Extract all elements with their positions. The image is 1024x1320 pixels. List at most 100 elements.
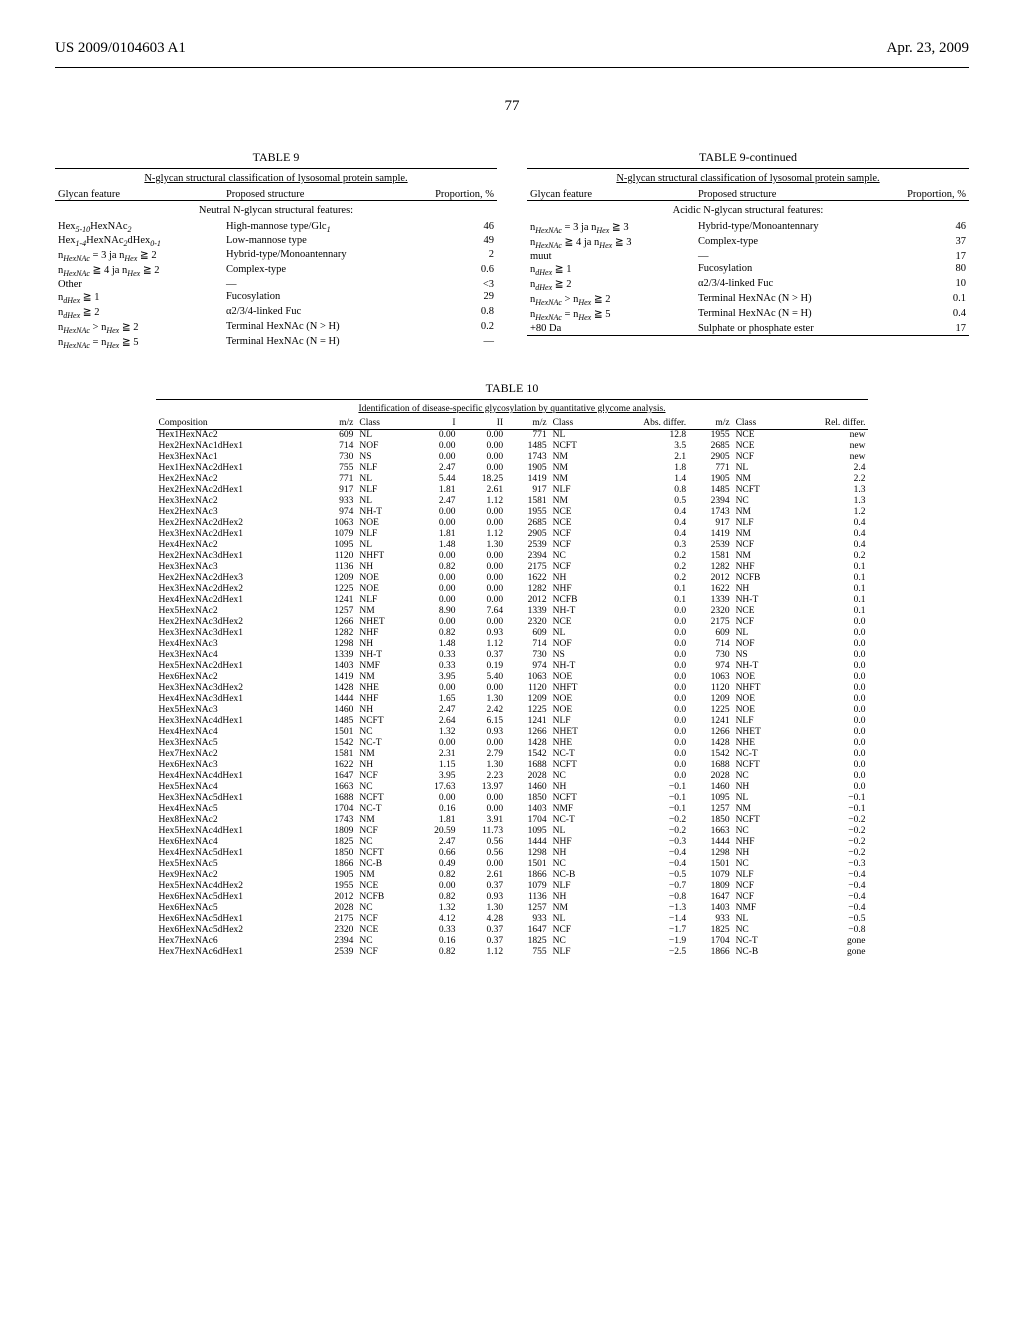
- table9-col-feature-r: Glycan feature: [527, 188, 695, 201]
- cell: 1419: [313, 672, 356, 683]
- cell: gone: [787, 947, 868, 958]
- cell: NCF: [550, 540, 605, 551]
- cell: NS: [550, 650, 605, 661]
- cell: −0.8: [604, 892, 689, 903]
- cell: 0.4: [787, 518, 868, 529]
- cell: NC: [733, 771, 788, 782]
- cell: −0.4: [787, 903, 868, 914]
- cell: NOF: [356, 441, 411, 452]
- cell: 0.93: [458, 628, 506, 639]
- table9-col-prop-r: Proportion, %: [894, 188, 969, 201]
- cell: 2685: [689, 441, 732, 452]
- table-row: Hex1-4HexNAc2dHex0-1Low-mannose type49: [55, 234, 497, 248]
- table-row: Hex5-10HexNAc2High-mannose type/Glc146: [55, 220, 497, 234]
- cell: NCF: [733, 617, 788, 628]
- table-row: Hex3HexNAc1730NS0.000.001743NM2.12905NCF…: [156, 452, 869, 463]
- cell-feature: ndHex ≧ 1: [527, 262, 695, 277]
- cell: new: [787, 452, 868, 463]
- cell: NOE: [356, 573, 411, 584]
- cell: Hex2HexNAc2dHex2: [156, 518, 313, 529]
- cell: NLF: [356, 485, 411, 496]
- cell: Hex3HexNAc3: [156, 562, 313, 573]
- table10-col-header: Class: [733, 418, 788, 430]
- cell: 755: [506, 947, 549, 958]
- cell: 1905: [313, 870, 356, 881]
- cell: Hex2HexNAc2dHex3: [156, 573, 313, 584]
- cell: Hex4HexNAc3dHex1: [156, 694, 313, 705]
- cell: 5.40: [458, 672, 506, 683]
- cell: 0.1: [787, 562, 868, 573]
- cell: NCFT: [356, 848, 411, 859]
- cell: NLF: [550, 716, 605, 727]
- cell: 0.0: [604, 749, 689, 760]
- cell: 0.0: [604, 628, 689, 639]
- table-row: Hex3HexNAc41339NH-T0.330.37730NS0.0730NS…: [156, 650, 869, 661]
- table-row: Hex4HexNAc21095NL1.481.302539NCF0.32539N…: [156, 540, 869, 551]
- cell: NCF: [550, 925, 605, 936]
- cell: NCF: [550, 529, 605, 540]
- cell: 3.91: [458, 815, 506, 826]
- cell: NH: [733, 584, 788, 595]
- cell: 609: [313, 429, 356, 441]
- cell: 0.00: [458, 617, 506, 628]
- cell: 2905: [506, 529, 549, 540]
- cell: 1257: [506, 903, 549, 914]
- cell: Hex7HexNAc2: [156, 749, 313, 760]
- cell-structure: Terminal HexNAc (N > H): [695, 292, 894, 307]
- cell: 0.0: [604, 716, 689, 727]
- cell: −0.1: [787, 804, 868, 815]
- cell: 1622: [689, 584, 732, 595]
- cell: 0.00: [458, 804, 506, 815]
- cell: NLF: [550, 485, 605, 496]
- cell: −0.4: [604, 848, 689, 859]
- cell: 0.4: [604, 529, 689, 540]
- cell-feature: nHexNAc > nHex ≧ 2: [55, 321, 223, 336]
- cell-prop: 0.1: [894, 292, 969, 307]
- cell: 2.61: [458, 485, 506, 496]
- cell: 1.30: [458, 694, 506, 705]
- cell: 5.44: [411, 474, 459, 485]
- cell: 2.61: [458, 870, 506, 881]
- cell: 2.47: [411, 705, 459, 716]
- cell-feature: ndHex ≧ 2: [55, 305, 223, 320]
- cell: 1688: [689, 760, 732, 771]
- cell-structure: Low-mannose type: [223, 234, 422, 248]
- cell: 1079: [506, 881, 549, 892]
- cell: 0.0: [604, 639, 689, 650]
- table-row: Hex6HexNAc21419NM3.955.401063NOE0.01063N…: [156, 672, 869, 683]
- cell: −0.4: [604, 859, 689, 870]
- cell: 1241: [506, 716, 549, 727]
- cell: NOE: [356, 518, 411, 529]
- cell: NH: [550, 848, 605, 859]
- cell: 1581: [313, 749, 356, 760]
- cell: 2175: [689, 617, 732, 628]
- cell: 0.37: [458, 925, 506, 936]
- cell-prop: 29: [422, 290, 497, 305]
- cell: 1209: [506, 694, 549, 705]
- table-row: Hex3HexNAc2dHex11079NLF1.811.122905NCF0.…: [156, 529, 869, 540]
- cell: 1.12: [458, 947, 506, 958]
- cell: 609: [506, 628, 549, 639]
- cell: 0.00: [458, 441, 506, 452]
- cell: NCE: [356, 925, 411, 936]
- cell-prop: 46: [422, 220, 497, 234]
- cell: 0.0: [604, 771, 689, 782]
- cell: Hex7HexNAc6dHex1: [156, 947, 313, 958]
- cell: 2028: [506, 771, 549, 782]
- cell: 0.0: [787, 782, 868, 793]
- cell-prop: 10: [894, 277, 969, 292]
- cell: 1866: [506, 870, 549, 881]
- cell: 0.0: [787, 639, 868, 650]
- cell: 1.32: [411, 903, 459, 914]
- cell: 2320: [689, 606, 732, 617]
- cell: 1136: [313, 562, 356, 573]
- cell: 1403: [313, 661, 356, 672]
- cell: NH-T: [733, 595, 788, 606]
- cell: 0.0: [787, 727, 868, 738]
- cell: 2394: [689, 496, 732, 507]
- cell: Hex6HexNAc5dHex1: [156, 892, 313, 903]
- cell: NOE: [550, 694, 605, 705]
- cell: 714: [506, 639, 549, 650]
- cell: 771: [313, 474, 356, 485]
- table9-left-table: N-glycan structural classification of ly…: [55, 168, 497, 351]
